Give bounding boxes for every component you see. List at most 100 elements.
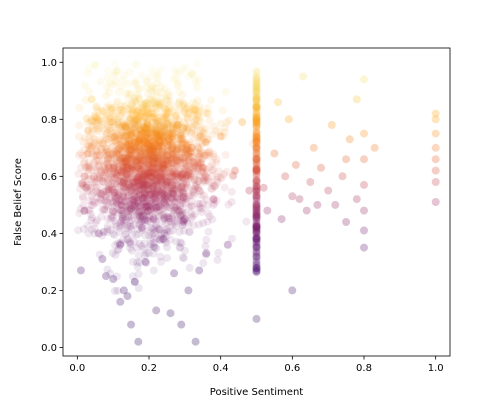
- density-point: [228, 188, 236, 196]
- scatter-point: [346, 135, 354, 143]
- scatter-point: [195, 266, 203, 274]
- scatter-point: [159, 235, 167, 243]
- density-point: [253, 243, 261, 251]
- density-point: [86, 197, 94, 205]
- density-point: [150, 169, 158, 177]
- density-point: [190, 71, 198, 79]
- scatter-point: [432, 110, 440, 118]
- scatter-point: [127, 321, 135, 329]
- density-point: [157, 65, 165, 73]
- density-point: [95, 151, 103, 159]
- density-point: [204, 209, 212, 217]
- scatter-point: [91, 61, 99, 69]
- y-tick-label: 1.0: [41, 58, 57, 69]
- density-point: [253, 74, 261, 82]
- density-point: [167, 141, 175, 149]
- density-point: [166, 214, 174, 222]
- density-point: [214, 256, 222, 264]
- density-point: [108, 143, 116, 151]
- scatter-point: [253, 115, 261, 123]
- density-point: [212, 159, 220, 167]
- scatter-point: [270, 150, 278, 158]
- density-point: [131, 116, 139, 124]
- density-point: [128, 231, 136, 239]
- density-point: [93, 216, 101, 224]
- density-point: [188, 123, 196, 131]
- scatter-point: [324, 187, 332, 195]
- scatter-point: [217, 132, 225, 140]
- scatter-point: [167, 309, 175, 317]
- density-point: [85, 159, 93, 167]
- scatter-point: [360, 155, 368, 163]
- scatter-point: [245, 187, 253, 195]
- density-point: [220, 170, 228, 178]
- scatter-point: [106, 118, 114, 126]
- x-axis-ticks: 0.0 0.2 0.4 0.6 0.8 1.0: [69, 356, 443, 374]
- density-point: [253, 145, 261, 153]
- scatter-point: [199, 164, 207, 172]
- scatter-point: [152, 306, 160, 314]
- density-point: [206, 149, 214, 157]
- density-point: [190, 175, 198, 183]
- density-point: [84, 222, 92, 230]
- scatter-point: [339, 172, 347, 180]
- density-point: [169, 184, 177, 192]
- scatter-point: [371, 144, 379, 152]
- density-point: [135, 270, 143, 278]
- density-point: [205, 228, 213, 236]
- density-point: [126, 184, 134, 192]
- density-point: [148, 96, 156, 104]
- scatter-point: [328, 121, 336, 129]
- scatter-point: [98, 255, 106, 263]
- density-point: [99, 139, 107, 147]
- density-point: [103, 74, 111, 82]
- density-point: [253, 159, 261, 167]
- density-point: [103, 125, 111, 133]
- density-point: [111, 112, 119, 120]
- scatter-point: [181, 215, 189, 223]
- density-point: [165, 152, 173, 160]
- y-tick-label: 0.0: [41, 343, 57, 354]
- scatter-point: [184, 286, 192, 294]
- scatter-point: [360, 75, 368, 83]
- scatter-point: [278, 215, 286, 223]
- x-tick-label: 0.0: [69, 363, 85, 374]
- scatter-point: [124, 292, 132, 300]
- x-tick-label: 0.2: [141, 363, 157, 374]
- density-point: [98, 206, 106, 214]
- density-point: [193, 60, 201, 68]
- density-point: [228, 198, 236, 206]
- scatter-point: [313, 201, 321, 209]
- scatter-point: [360, 130, 368, 138]
- density-point: [196, 205, 204, 213]
- density-point: [253, 186, 261, 194]
- scatter-point: [84, 150, 92, 158]
- scatter-point: [170, 269, 178, 277]
- scatter-point: [88, 95, 96, 103]
- density-point: [143, 189, 151, 197]
- scatter-point: [292, 161, 300, 169]
- density-point: [160, 190, 168, 198]
- density-point: [163, 254, 171, 262]
- x-axis-label: Positive Sentiment: [210, 387, 303, 398]
- scatter-point: [432, 167, 440, 175]
- density-point: [165, 204, 173, 212]
- scatter-point: [288, 192, 296, 200]
- density-point: [119, 121, 127, 129]
- scatter-point: [116, 241, 124, 249]
- density-point: [204, 110, 212, 118]
- y-axis-ticks: 0.00.20.40.60.81.0: [41, 58, 63, 354]
- density-point: [157, 83, 165, 91]
- density-point: [242, 218, 250, 226]
- density-point: [104, 67, 112, 75]
- scatter-point: [152, 204, 160, 212]
- scatter-point: [288, 286, 296, 294]
- scatter-point: [77, 266, 85, 274]
- density-point: [152, 227, 160, 235]
- density-point: [74, 226, 82, 234]
- density-point: [117, 83, 125, 91]
- density-point: [221, 184, 229, 192]
- scatter-point: [353, 195, 361, 203]
- scatter-point: [116, 298, 124, 306]
- density-point: [225, 116, 233, 124]
